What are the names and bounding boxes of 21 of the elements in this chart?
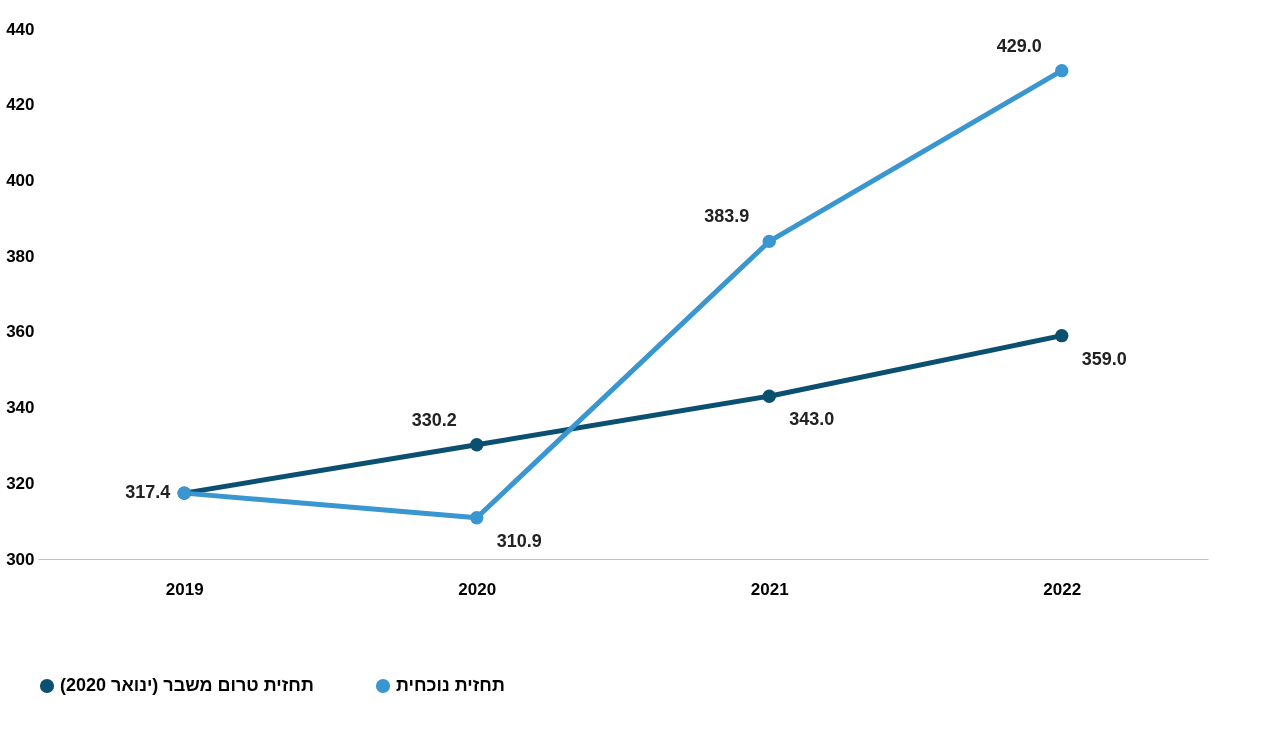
y-tick-label: 380 bbox=[6, 246, 35, 266]
data-label: 343.0 bbox=[789, 409, 835, 430]
y-tick-label: 420 bbox=[6, 95, 35, 115]
data-label: 330.2 bbox=[411, 409, 457, 430]
data-label: 383.9 bbox=[704, 206, 750, 227]
x-tick-label: 2022 bbox=[1043, 579, 1082, 599]
data-label: 429.0 bbox=[996, 35, 1042, 56]
y-tick-label: 320 bbox=[6, 473, 35, 493]
legend-label: תחזית נוכחית bbox=[396, 675, 505, 695]
x-tick-label: 2021 bbox=[750, 579, 789, 599]
legend-label: תחזית טרום משבר (ינואר 2020) bbox=[60, 675, 314, 695]
x-tick-label: 2019 bbox=[165, 579, 204, 599]
data-label: 317.4 bbox=[125, 482, 171, 503]
y-tick-label: 360 bbox=[6, 322, 35, 342]
y-tick-label: 440 bbox=[6, 19, 35, 39]
y-tick-label: 400 bbox=[6, 170, 35, 190]
y-tick-label: 340 bbox=[6, 398, 35, 418]
x-tick-label: 2020 bbox=[458, 579, 497, 599]
data-label: 359.0 bbox=[1081, 348, 1127, 369]
data-label: 310.9 bbox=[496, 530, 542, 551]
y-tick-label: 300 bbox=[6, 549, 35, 569]
